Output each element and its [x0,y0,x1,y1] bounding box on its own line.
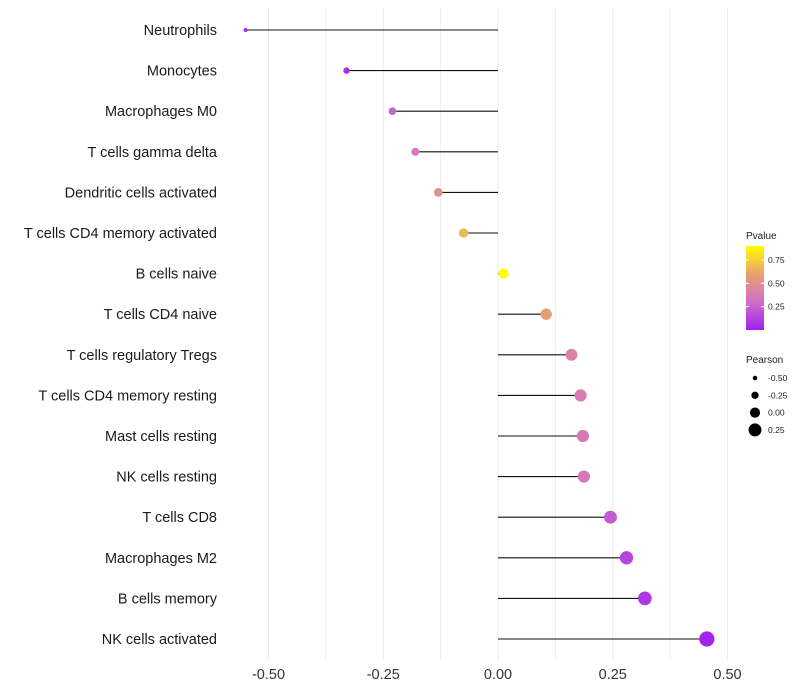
x-tick-label: 0.00 [484,667,512,683]
data-point [458,228,469,238]
category-label: T cells gamma delta [88,145,218,161]
category-label: T cells CD8 [142,510,217,526]
data-point [619,551,634,565]
category-label: B cells naive [136,267,217,283]
category-label: T cells CD4 memory resting [38,388,217,404]
x-tick-label: -0.50 [252,667,285,683]
category-label: Neutrophils [144,23,217,39]
pearson-legend-label: -0.25 [768,390,788,400]
pearson-legend-title: Pearson [746,355,783,366]
data-point [576,429,590,443]
x-axis-ticks: -0.50 -0.25 0.00 0.25 0.50 [252,667,742,683]
category-label: Monocytes [147,64,217,80]
data-point [577,470,590,483]
data-point [540,308,552,320]
pearson-legend: Pearson -0.50 -0.25 0.00 0.25 [746,355,788,437]
data-point [411,147,420,156]
data-point [638,591,652,606]
category-label: Dendritic cells activated [65,185,217,201]
grid-lines [268,8,728,660]
category-label: Macrophages M2 [105,551,217,567]
category-label: NK cells resting [116,470,217,486]
category-label: NK cells activated [102,632,217,648]
lollipop-stems [245,29,707,640]
data-point [498,268,509,279]
pearson-legend-key [748,423,762,437]
x-tick-label: 0.25 [599,667,627,683]
category-label: T cells CD4 memory activated [24,226,217,242]
category-label: B cells memory [118,591,218,607]
data-point [574,389,587,402]
data-point [565,348,578,361]
pearson-legend-key [749,407,761,418]
pvalue-legend-title: Pvalue [746,231,777,242]
pearson-legend-label: 0.00 [768,408,785,418]
x-tick-label: 0.50 [713,667,741,683]
pearson-legend-key [752,375,758,381]
category-label: T cells regulatory Tregs [67,348,217,364]
pvalue-legend-tick: 0.50 [768,278,785,288]
category-label: Macrophages M0 [105,104,217,120]
pvalue-legend-tick: 0.75 [768,255,785,265]
data-point [243,28,248,32]
data-point [699,631,715,647]
pearson-legend-label: 0.25 [768,425,785,435]
category-label: T cells CD4 naive [104,307,217,323]
pvalue-legend: Pvalue 0.25 0.50 0.75 [746,231,785,330]
pearson-legend-key [751,391,759,399]
lollipop-points [243,28,715,647]
y-axis-labels: Neutrophils Monocytes Macrophages M0 T cell… [24,23,218,648]
data-point [433,188,443,197]
category-label: Mast cells resting [105,429,217,445]
pvalue-colorbar [746,246,764,330]
data-point [388,107,397,115]
pvalue-legend-tick: 0.25 [768,302,785,312]
data-point [343,67,350,74]
x-tick-label: -0.25 [367,667,400,683]
pearson-legend-label: -0.50 [768,373,788,383]
data-point [604,510,617,524]
